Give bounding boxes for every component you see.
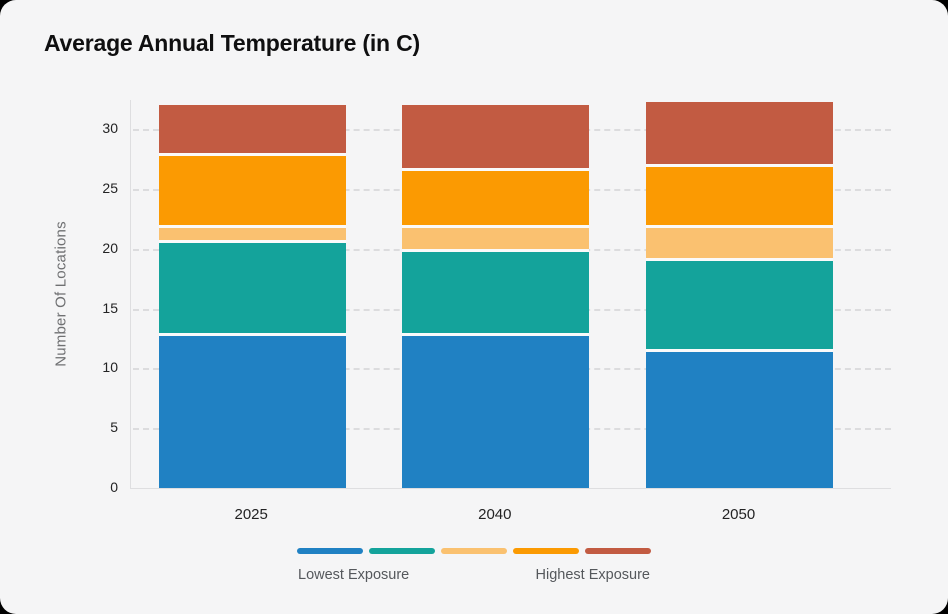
bar-segment-2050-exposure-level-1-lowest[interactable] xyxy=(646,349,833,488)
bar-segment-2040-exposure-level-3[interactable] xyxy=(402,224,590,249)
chart-title: Average Annual Temperature (in C) xyxy=(44,30,420,56)
y-tick-label-20: 20 xyxy=(102,239,118,256)
bar-segment-2050-exposure-level-3[interactable] xyxy=(646,224,833,259)
bar-segment-2025-exposure-level-1-lowest[interactable] xyxy=(158,332,346,488)
bar-2040 xyxy=(402,105,590,488)
bar-segment-2050-exposure-level-4[interactable] xyxy=(646,163,833,225)
legend-pill-exposure-level-5-highest[interactable] xyxy=(585,548,651,554)
legend-labels: Lowest Exposure Highest Exposure xyxy=(298,567,650,583)
bar-segment-2050-exposure-level-5-highest[interactable] xyxy=(646,101,833,164)
legend: Lowest Exposure Highest Exposure xyxy=(0,548,948,583)
bar-segment-2040-exposure-level-4[interactable] xyxy=(402,167,590,225)
legend-pill-exposure-level-4[interactable] xyxy=(513,548,579,554)
y-tick-label-5: 5 xyxy=(110,419,118,436)
legend-highest-label: Highest Exposure xyxy=(535,567,650,583)
y-tick-label-10: 10 xyxy=(102,359,118,376)
bar-segment-2040-exposure-level-1-lowest[interactable] xyxy=(402,332,590,488)
bar-segment-2040-exposure-level-5-highest[interactable] xyxy=(402,105,590,168)
bar-2050 xyxy=(646,101,833,488)
x-tick-label-2025: 2025 xyxy=(234,506,268,523)
stacked-bar-chart: Number Of Locations 0 5 10 15 20 25 30 2025 204… xyxy=(53,100,891,523)
y-tick-label-0: 0 xyxy=(110,479,118,495)
x-tick-label-2040: 2040 xyxy=(478,506,512,523)
bar-segment-2050-exposure-level-2[interactable] xyxy=(646,258,833,350)
legend-pills xyxy=(297,548,651,554)
legend-pill-exposure-level-2[interactable] xyxy=(369,548,435,554)
legend-lowest-label: Lowest Exposure xyxy=(298,567,410,583)
bar-segment-2025-exposure-level-4[interactable] xyxy=(158,153,346,225)
bar-segment-2025-exposure-level-2[interactable] xyxy=(158,240,346,333)
y-tick-label-15: 15 xyxy=(102,299,118,316)
bar-segment-2040-exposure-level-2[interactable] xyxy=(402,248,590,333)
x-tick-label-2050: 2050 xyxy=(721,506,756,523)
plot-area xyxy=(130,100,891,489)
y-tick-label-25: 25 xyxy=(102,180,118,197)
bar-segment-2025-exposure-level-5-highest[interactable] xyxy=(158,105,346,154)
y-tick-label-30: 30 xyxy=(102,120,118,137)
bar-segment-2025-exposure-level-3[interactable] xyxy=(158,224,346,241)
legend-pill-exposure-level-3[interactable] xyxy=(441,548,507,554)
bar-2025 xyxy=(158,105,346,488)
legend-pill-exposure-level-1-lowest[interactable] xyxy=(297,548,363,554)
